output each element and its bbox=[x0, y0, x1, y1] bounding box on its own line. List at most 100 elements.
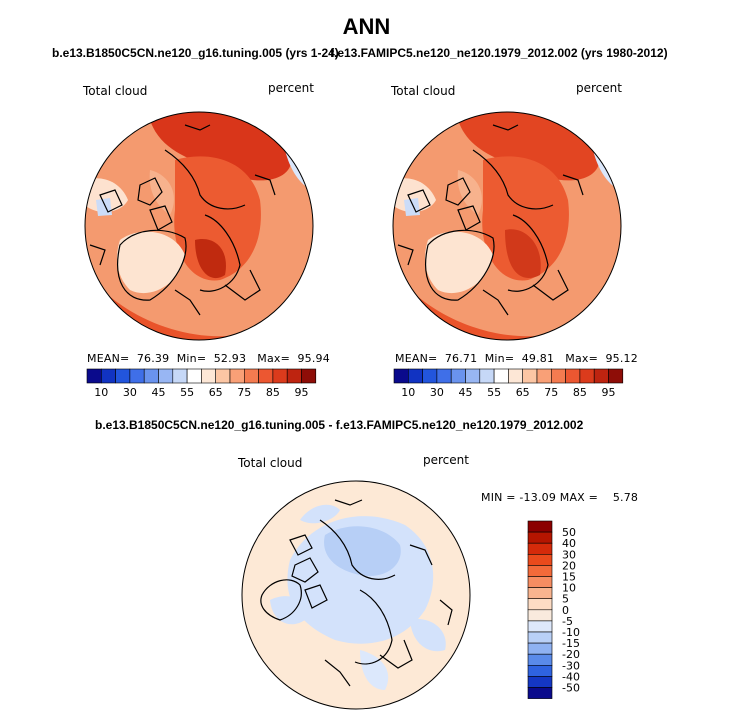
colorbar-swatch bbox=[407, 368, 423, 384]
colorbar-swatch bbox=[550, 368, 566, 384]
colorbar-tick-label: 10 bbox=[94, 386, 108, 399]
colorbar-swatch bbox=[115, 368, 131, 384]
mean-value: 76.39 bbox=[136, 352, 170, 365]
colorbar-tick-label: -10 bbox=[562, 626, 580, 639]
max-value: 5.78 bbox=[612, 491, 639, 504]
mean-label: MEAN= bbox=[87, 352, 130, 365]
min-label: Min= bbox=[176, 352, 207, 365]
colorbar-swatch bbox=[436, 368, 452, 384]
colorbar-tick-label: 10 bbox=[401, 386, 415, 399]
colorbar-tick-label: 55 bbox=[487, 386, 501, 399]
colorbar-swatch bbox=[86, 368, 102, 384]
colorbar-swatch bbox=[527, 653, 553, 666]
colorbar-tick-label: 85 bbox=[266, 386, 280, 399]
colorbar-swatch bbox=[527, 598, 553, 611]
main-title: ANN bbox=[342, 14, 391, 39]
colorbar-tick-label: 65 bbox=[209, 386, 223, 399]
colorbar-swatch bbox=[465, 368, 481, 384]
top-left-stats: MEAN= 76.39 Min= 52.93 Max= 95.94 bbox=[87, 352, 330, 365]
top-left-field-label: Total cloud bbox=[83, 84, 148, 98]
diff-field-label: Total cloud bbox=[238, 456, 303, 470]
colorbar-swatch bbox=[579, 368, 595, 384]
colorbar-swatch bbox=[101, 368, 116, 384]
colorbar-tick-label: -40 bbox=[562, 670, 580, 683]
colorbar-swatch bbox=[493, 368, 509, 384]
mean-label: MEAN= bbox=[395, 352, 438, 365]
colorbar-tick-label: 85 bbox=[573, 386, 587, 399]
polar-map-difference bbox=[241, 480, 471, 710]
colorbar-swatch bbox=[393, 368, 409, 384]
diff-stats: MIN = -13.09 MAX = 5.78 bbox=[481, 491, 638, 504]
colorbar-swatch bbox=[258, 368, 274, 384]
colorbar-swatch bbox=[244, 368, 259, 384]
min-label: Min= bbox=[484, 352, 515, 365]
colorbar-swatch bbox=[527, 520, 553, 533]
colorbar-swatch bbox=[527, 531, 553, 544]
top-right-field-label: Total cloud bbox=[391, 84, 456, 98]
colorbar-swatch bbox=[201, 368, 216, 384]
colorbar-swatch bbox=[593, 368, 609, 384]
colorbar-top-left: 10 30 45 55 65 75 85 95 bbox=[86, 368, 317, 399]
colorbar-swatch bbox=[527, 642, 553, 655]
colorbar-swatch bbox=[608, 368, 624, 384]
colorbar-swatch bbox=[129, 368, 145, 384]
top-left-units-label: percent bbox=[268, 81, 314, 95]
min-value: -13.09 bbox=[519, 491, 557, 504]
colorbar-swatch bbox=[527, 620, 553, 633]
max-label: Max= bbox=[565, 352, 599, 365]
colorbar-tick-label: 50 bbox=[562, 526, 576, 539]
colorbar-tick-label: 55 bbox=[180, 386, 194, 399]
min-value: 52.93 bbox=[213, 352, 247, 365]
colorbar-swatch bbox=[527, 664, 553, 677]
colorbar-tick-label: 40 bbox=[562, 537, 576, 550]
colorbar-tick-label: 75 bbox=[237, 386, 251, 399]
colorbar-tick-label: 0 bbox=[562, 604, 569, 617]
colorbar-swatch bbox=[527, 687, 553, 699]
colorbar-tick-label: 15 bbox=[562, 571, 576, 584]
top-right-units-label: percent bbox=[576, 81, 622, 95]
colorbar-swatch bbox=[527, 631, 553, 644]
colorbar-tick-label: 45 bbox=[152, 386, 166, 399]
colorbar-tick-label: -15 bbox=[562, 637, 580, 650]
colorbar-swatch bbox=[422, 368, 438, 384]
colorbar-tick-label: 10 bbox=[562, 582, 576, 595]
colorbar-tick-label: -20 bbox=[562, 648, 580, 661]
colorbar-swatch bbox=[143, 368, 159, 384]
colorbar-swatch bbox=[536, 368, 552, 384]
diff-units-label: percent bbox=[423, 453, 469, 467]
colorbar-tick-label: 65 bbox=[516, 386, 530, 399]
top-left-case-title: b.e13.B1850C5CN.ne120_g16.tuning.005 (yr… bbox=[52, 46, 339, 60]
colorbar-tick-label: 30 bbox=[562, 548, 576, 561]
colorbar-swatch bbox=[450, 368, 466, 384]
colorbar-swatch bbox=[527, 553, 553, 566]
colorbar-swatch bbox=[229, 368, 245, 384]
colorbar-tick-label: 30 bbox=[123, 386, 137, 399]
colorbar-tick-label: -50 bbox=[562, 682, 580, 695]
colorbar-swatch bbox=[186, 368, 202, 384]
mean-value: 76.71 bbox=[444, 352, 478, 365]
colorbar-tick-label: 30 bbox=[430, 386, 444, 399]
colorbar-swatch bbox=[215, 368, 231, 384]
max-label: Max= bbox=[257, 352, 291, 365]
colorbar-tick-label: -5 bbox=[562, 615, 573, 628]
colorbar-tick-label: 20 bbox=[562, 559, 576, 572]
min-value: 49.81 bbox=[521, 352, 555, 365]
colorbar-tick-label: 95 bbox=[295, 386, 309, 399]
colorbar-swatch bbox=[527, 676, 553, 688]
polar-map-top-left bbox=[84, 111, 314, 341]
min-label: MIN = bbox=[481, 491, 516, 504]
max-value: 95.94 bbox=[297, 352, 330, 365]
colorbar-swatch bbox=[527, 542, 553, 555]
colorbar-tick-label: 75 bbox=[544, 386, 558, 399]
colorbar-swatch bbox=[286, 368, 302, 384]
colorbar-swatch bbox=[172, 368, 188, 384]
colorbar-swatch bbox=[527, 565, 553, 577]
top-right-stats: MEAN= 76.71 Min= 49.81 Max= 95.12 bbox=[395, 352, 638, 365]
colorbar-swatch bbox=[272, 368, 288, 384]
colorbar-tick-label: 5 bbox=[562, 593, 569, 606]
colorbar-swatch bbox=[522, 368, 538, 384]
colorbar-swatch bbox=[479, 368, 495, 384]
max-label: MAX = bbox=[559, 491, 599, 504]
